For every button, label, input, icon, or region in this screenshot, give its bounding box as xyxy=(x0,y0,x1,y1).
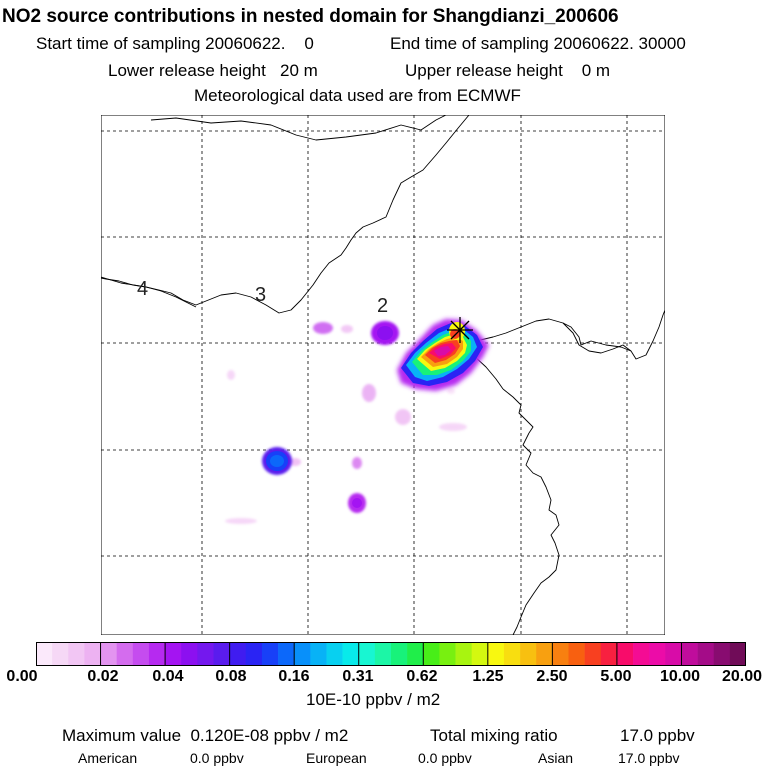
page-title: NO2 source contributions in nested domai… xyxy=(2,6,619,27)
color-swatch xyxy=(36,642,53,666)
color-swatch xyxy=(729,642,746,666)
color-swatch xyxy=(342,642,360,666)
color-swatch xyxy=(294,642,311,666)
color-swatch xyxy=(229,642,247,666)
color-swatch xyxy=(68,642,85,666)
map-panel: 4 3 2 xyxy=(101,115,665,635)
max-value-label: Maximum value 0.120E-08 ppbv / m2 xyxy=(62,726,349,745)
grid-lines xyxy=(101,115,665,635)
color-swatch xyxy=(374,642,392,666)
european-label: European xyxy=(306,750,367,766)
tick-label-1: 0.02 xyxy=(87,668,119,685)
color-scale-frame xyxy=(36,642,746,666)
color-swatch xyxy=(407,642,424,666)
european-value: 0.0 ppbv xyxy=(418,750,472,766)
color-swatch xyxy=(310,642,327,666)
color-swatch xyxy=(568,642,585,666)
end-time-label: End time of sampling 20060622. 30000 xyxy=(390,34,686,53)
met-data-label: Meteorological data used are from ECMWF xyxy=(194,86,521,105)
tick-label-10: 10.00 xyxy=(659,668,701,685)
color-swatch xyxy=(261,642,279,666)
color-swatch xyxy=(552,642,569,666)
tick-label-4: 0.16 xyxy=(278,668,310,685)
tick-label-6: 0.62 xyxy=(406,668,438,685)
lower-release-label: Lower release height 20 m xyxy=(108,61,318,80)
color-swatch xyxy=(423,642,440,666)
color-swatch xyxy=(600,642,618,666)
color-swatch xyxy=(455,642,472,666)
grid-label-4: 4 xyxy=(137,278,148,300)
map-frame xyxy=(101,115,665,635)
color-swatch xyxy=(471,642,489,666)
tick-label-0: 0.00 xyxy=(6,668,38,685)
color-swatch xyxy=(132,642,150,666)
upper-release-label: Upper release height 0 m xyxy=(405,61,611,80)
color-swatch xyxy=(84,642,101,666)
color-swatch xyxy=(713,642,731,666)
tick-label-2: 0.04 xyxy=(152,668,184,685)
color-swatch xyxy=(100,642,117,666)
color-swatch xyxy=(439,642,456,666)
color-swatch xyxy=(536,642,553,666)
color-swatch xyxy=(165,642,182,666)
color-swatch xyxy=(503,642,521,666)
total-mixing-value: 17.0 ppbv xyxy=(620,726,695,745)
color-swatch xyxy=(520,642,537,666)
star-marker xyxy=(447,317,473,343)
grid-labels: 4 3 2 xyxy=(137,278,388,317)
tick-label-9: 5.00 xyxy=(600,668,632,685)
concentration-field xyxy=(225,319,489,524)
color-swatch xyxy=(697,642,715,666)
total-mixing-label: Total mixing ratio xyxy=(430,726,558,745)
color-swatch xyxy=(665,642,682,666)
grid-label-3: 3 xyxy=(255,284,266,306)
color-swatch xyxy=(326,642,343,666)
color-swatch xyxy=(52,642,69,666)
color-scale-bar xyxy=(36,642,746,666)
american-value: 0.0 ppbv xyxy=(190,750,244,766)
color-swatch xyxy=(487,642,505,666)
tick-label-3: 0.08 xyxy=(215,668,247,685)
colorbar-unit: 10E-10 ppbv / m2 xyxy=(306,690,441,709)
american-label: American xyxy=(78,750,138,766)
color-swatch xyxy=(391,642,408,666)
color-swatch xyxy=(278,642,295,666)
color-swatch xyxy=(584,642,602,666)
color-swatch xyxy=(649,642,666,666)
tick-label-8: 2.50 xyxy=(536,668,568,685)
color-swatch xyxy=(633,642,650,666)
color-swatch xyxy=(358,642,376,666)
asian-value: 17.0 ppbv xyxy=(618,750,680,766)
color-swatch xyxy=(148,642,166,666)
color-swatch xyxy=(616,642,634,666)
start-time-label: Start time of sampling 20060622. 0 xyxy=(36,34,314,53)
color-swatch xyxy=(197,642,214,666)
color-swatch xyxy=(245,642,263,666)
color-swatch xyxy=(116,642,134,666)
grid-label-2: 2 xyxy=(377,295,388,317)
color-swatch xyxy=(213,642,230,666)
color-swatch xyxy=(681,642,698,666)
tick-label-5: 0.31 xyxy=(342,668,374,685)
asian-label: Asian xyxy=(538,750,574,766)
tick-label-7: 1.25 xyxy=(472,668,504,685)
tick-label-11: 20.00 xyxy=(721,668,763,685)
color-swatch xyxy=(181,642,198,666)
